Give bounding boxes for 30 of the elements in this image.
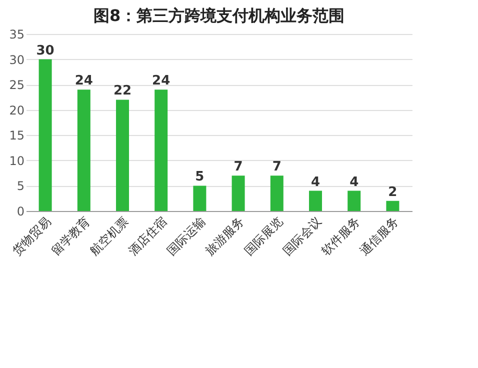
y-tick-label: 10: [9, 154, 24, 168]
bar: [116, 100, 129, 211]
chart-title: 图8：第三方跨境支付机构业务范围: [93, 6, 345, 25]
data-label: 7: [234, 160, 243, 175]
data-label: 4: [350, 174, 359, 190]
bar: [38, 59, 52, 211]
bar: [232, 176, 245, 211]
bar: [348, 190, 361, 211]
data-label: 24: [152, 74, 170, 89]
data-label: 30: [36, 43, 54, 58]
data-label: 7: [272, 160, 282, 175]
y-tick-label: 25: [9, 78, 24, 92]
bar: [193, 186, 206, 211]
data-label: 4: [310, 174, 320, 190]
bar: [154, 90, 168, 211]
bar: [309, 190, 322, 211]
y-tick-label: 20: [9, 103, 24, 118]
y-tick-label: 30: [9, 52, 24, 67]
bar: [77, 90, 90, 211]
data-label: 24: [74, 74, 93, 89]
y-tick-label: 15: [9, 128, 24, 143]
y-tick-label: 0: [16, 204, 24, 218]
data-label: 22: [113, 84, 132, 99]
data-label: 5: [195, 170, 204, 185]
y-tick-label: 35: [9, 28, 24, 42]
data-label: 2: [388, 184, 398, 200]
bar: [270, 176, 284, 211]
x-tick-label: 通信服务: [357, 214, 402, 258]
y-tick-label: 5: [16, 179, 24, 194]
bar: [386, 200, 400, 211]
